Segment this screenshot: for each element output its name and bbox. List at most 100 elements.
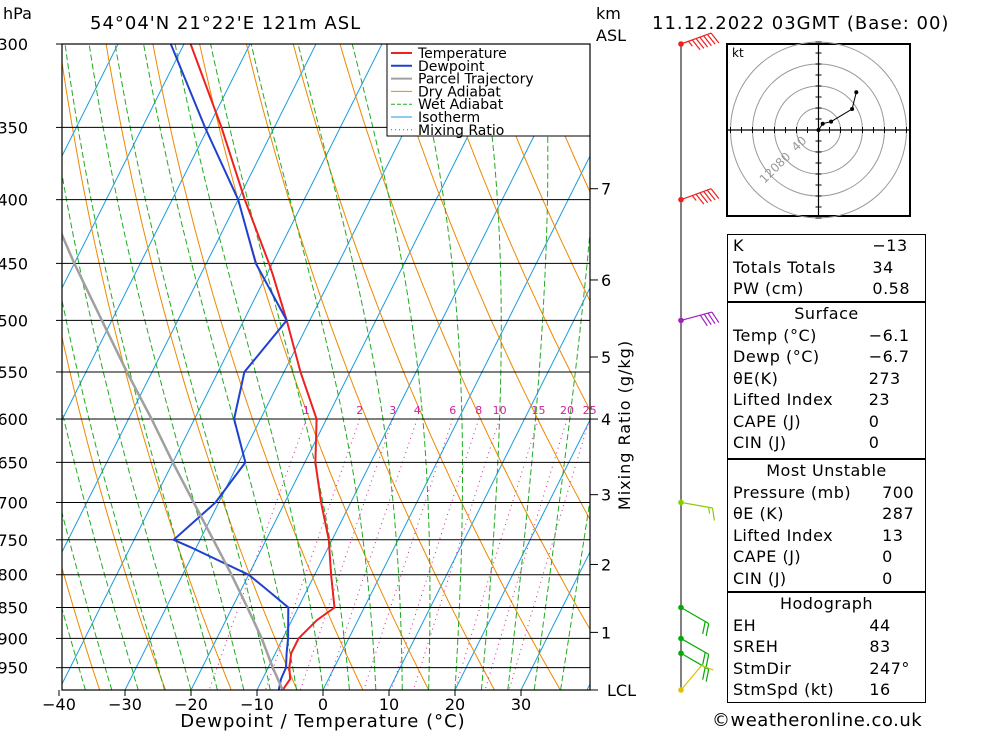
isotherm-line — [62, 44, 251, 422]
surface-index-row: Dewp (°C) −6.7 — [728, 346, 925, 368]
surface-index-label: Temp (°C) — [733, 325, 817, 345]
mixing-ratio-label: 10 — [493, 404, 507, 417]
hodograph-index-label: StmSpd (kt) — [733, 680, 835, 699]
height-tick-label: 6 — [601, 271, 611, 290]
most-unstable-index-value: 700 — [882, 482, 915, 502]
wet-adiabat-line — [351, 44, 431, 690]
legend-box — [386, 43, 591, 137]
mixing-ratio-axis-title: Mixing Ratio (g/kg) — [615, 340, 634, 510]
credit-link[interactable]: ©weatheronline.co.uk — [712, 710, 923, 731]
dry-adiabat-line — [386, 44, 590, 521]
surface-index-row: CIN (J) 0 — [728, 432, 925, 454]
surface-index-label: Lifted Index — [733, 390, 834, 409]
most-unstable-index-label: CIN (J) — [733, 568, 787, 588]
hodograph-index-value: 44 — [869, 615, 891, 635]
dry-adiabat-line — [62, 566, 101, 690]
most-unstable-index-value: 0 — [882, 568, 893, 588]
wind-profile — [678, 32, 720, 693]
dry-adiabat-line — [433, 44, 590, 412]
most-unstable-index-row: CIN (J) 0 — [728, 568, 925, 590]
wind-barb — [678, 188, 720, 205]
axes: 1 2 3 4 6 8 10 15 20 25−40 −30 −20 −10 0 10 20 307654321… — [42, 43, 636, 714]
wet-adiabat-line — [62, 297, 166, 690]
isobars: 300 350 400 450 500 550 600 650 700 750 800 850 900 9… — [0, 35, 590, 678]
temp-tick-label: −30 — [108, 695, 142, 714]
legend-label: Dewpoint — [418, 59, 485, 75]
pressure-tick-label: 750 — [0, 531, 28, 550]
most-unstable-index-label: CAPE (J) — [733, 547, 802, 566]
hodograph-index-row: StmSpd (kt) 16 — [728, 679, 925, 701]
legend-label: Dry Adiabat — [418, 84, 501, 100]
mixing-ratio-line — [325, 418, 418, 690]
surface-box: Surface Temp (°C) −6.1 Dewp (°C) −6.7 θE(K) 2… — [727, 302, 926, 459]
isotherm-line — [62, 44, 383, 686]
mixing-ratio-label: 20 — [560, 404, 574, 417]
most-unstable-index-row: Lifted Index 13 — [728, 525, 925, 547]
surface-index-value: −6.7 — [868, 347, 910, 366]
dry-adiabat-line — [105, 44, 298, 690]
wet-adiabat-line — [114, 44, 271, 690]
most-unstable-index-row: Pressure (mb) 700 — [728, 482, 925, 504]
surface-table: Surface Temp (°C) −6.1 Dewp (°C) −6.7 θE(K) 2… — [728, 303, 925, 454]
legend-label: Wet Adiabat — [418, 97, 504, 113]
hodograph-index-value: 247° — [869, 658, 910, 678]
hodograph-index-row: StmDir 247° — [728, 658, 925, 680]
temp-tick-label: 20 — [445, 695, 465, 714]
mixing-ratio-label: 6 — [449, 404, 456, 417]
height-tick-label: LCL — [607, 681, 636, 700]
isotherm-line — [256, 44, 581, 690]
most-unstable-index-value: 287 — [882, 504, 915, 523]
pressure-tick-label: 350 — [0, 118, 28, 137]
general-index-value: 0.58 — [872, 279, 911, 298]
dry-adiabat-line — [199, 44, 430, 690]
hodograph-point — [820, 121, 825, 126]
most-unstable-index-row: θE (K) 287 — [728, 503, 925, 525]
hodograph-index-label: EH — [733, 615, 757, 635]
hodograph-index-row: SREH 83 — [728, 636, 925, 658]
mixing-ratio-label: 3 — [389, 404, 396, 417]
surface-index-row: Lifted Index 23 — [728, 389, 925, 411]
wet-adiabat-line — [250, 44, 377, 690]
wet-adiabat-line — [560, 497, 590, 690]
mixing-ratio-label: 1 — [303, 404, 310, 417]
hodograph-index-label: SREH — [733, 637, 779, 656]
height-tick-label: 1 — [601, 623, 611, 642]
mixing-ratio-line — [412, 418, 501, 690]
dry-adiabat-line — [479, 44, 590, 303]
isotherm-line — [388, 286, 590, 690]
wet-adiabat-line — [62, 171, 192, 690]
hodograph-point — [854, 90, 859, 95]
legend-label: Mixing Ratio — [418, 123, 504, 139]
mixing-ratio-line — [508, 418, 590, 690]
pressure-tick-label: 300 — [0, 35, 28, 54]
pressure-tick-label: 400 — [0, 191, 28, 210]
height-tick-label: 2 — [601, 555, 611, 574]
hodograph-index-row: EH 44 — [728, 615, 925, 637]
temp-tick-label: −40 — [42, 695, 76, 714]
hodograph-unit-label: kt — [732, 46, 744, 60]
legend-label: Parcel Trajectory — [418, 72, 534, 88]
dry-adiabat-line — [339, 44, 590, 631]
isotherm-line — [322, 154, 590, 690]
km-unit-label: km — [596, 4, 621, 23]
wind-barb — [678, 604, 710, 637]
surface-title: Surface — [794, 304, 859, 323]
wind-barb — [678, 499, 715, 521]
temp-tick-label: 0 — [318, 695, 328, 714]
pressure-tick-label: 800 — [0, 566, 28, 585]
hodograph-point — [829, 119, 834, 124]
hpa-unit-label: hPa — [3, 4, 32, 23]
height-tick-label: 4 — [601, 410, 611, 429]
x-axis-title: Dewpoint / Temperature (°C) — [180, 711, 465, 732]
most-unstable-index-label: Lifted Index — [733, 525, 834, 545]
surface-index-row: CAPE (J) 0 — [728, 411, 925, 433]
mixing-ratio-line — [208, 418, 307, 690]
most-unstable-index-row: CAPE (J) 0 — [728, 546, 925, 568]
legend-label: Isotherm — [418, 110, 480, 126]
most-unstable-table: Most Unstable Pressure (mb) 700 θE (K) 287 L… — [728, 460, 925, 589]
general-indices-table: K −13 Totals Totals 34 PW (cm) 0.58 — [728, 235, 925, 300]
general-index-label: PW (cm) — [733, 279, 804, 298]
pressure-tick-label: 500 — [0, 311, 28, 330]
hodograph-indices-box: Hodograph EH 44 SREH 83 StmDir 247° StmSpd (kt… — [727, 592, 926, 703]
isotherm-line — [520, 550, 590, 690]
